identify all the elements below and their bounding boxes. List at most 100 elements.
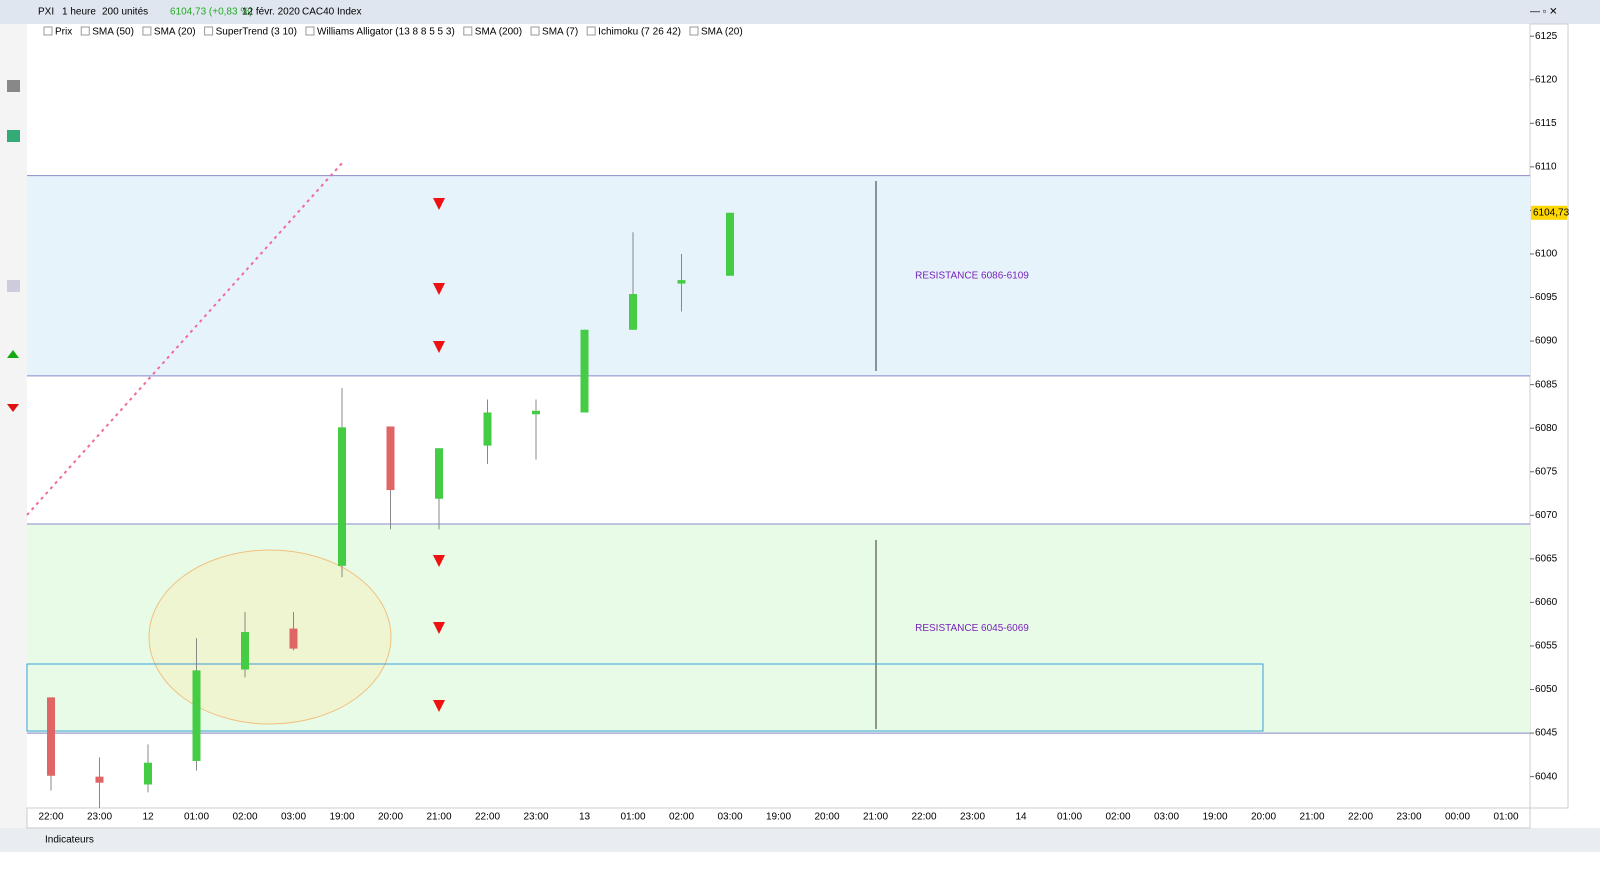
x-tick-label: 20:00 bbox=[1251, 812, 1276, 823]
y-tick-label: 6075 bbox=[1535, 466, 1558, 477]
y-tick-label: 6065 bbox=[1535, 554, 1558, 565]
x-tick-label: 23:00 bbox=[523, 812, 548, 823]
legend-item[interactable]: SMA (200) bbox=[475, 27, 522, 38]
candle-body bbox=[580, 329, 589, 413]
y-tick-label: 6095 bbox=[1535, 292, 1558, 303]
x-tick-label: 01:00 bbox=[620, 812, 645, 823]
sell-arrow bbox=[433, 341, 445, 353]
y-tick-label: 6120 bbox=[1535, 74, 1558, 85]
y-axis-panel bbox=[1529, 23, 1569, 809]
legend-box bbox=[142, 26, 152, 36]
y-tick-label: 6070 bbox=[1535, 510, 1558, 521]
x-tick-label: 22:00 bbox=[911, 812, 936, 823]
candle-body bbox=[483, 412, 492, 446]
date: 12 févr. 2020 bbox=[242, 7, 300, 18]
left-toolbar bbox=[0, 24, 27, 828]
tool[interactable] bbox=[7, 280, 20, 292]
window-controls[interactable]: — ▫ ✕ bbox=[1530, 7, 1557, 18]
legend-box bbox=[463, 26, 473, 36]
x-tick-label: 03:00 bbox=[717, 812, 742, 823]
units[interactable]: 200 unités bbox=[102, 7, 148, 18]
x-tick-label: 19:00 bbox=[1202, 812, 1227, 823]
x-tick-label: 02:00 bbox=[669, 812, 694, 823]
x-tick-label: 00:00 bbox=[1445, 812, 1470, 823]
y-tick-label: 6090 bbox=[1535, 336, 1558, 347]
candle-body bbox=[289, 628, 298, 649]
period[interactable]: 1 heure bbox=[62, 7, 96, 18]
last-price-label: 6104,73 bbox=[1533, 207, 1570, 218]
legend-box bbox=[305, 26, 315, 36]
legend-box bbox=[43, 26, 53, 36]
tool[interactable] bbox=[7, 404, 19, 412]
legend-item[interactable]: SuperTrend (3 10) bbox=[216, 27, 297, 38]
x-tick-label: 23:00 bbox=[1396, 812, 1421, 823]
x-tick-label: 02:00 bbox=[232, 812, 257, 823]
x-tick-label: 13 bbox=[579, 812, 591, 823]
candle-body bbox=[47, 697, 55, 776]
x-tick-label: 01:00 bbox=[184, 812, 209, 823]
candle-body bbox=[677, 280, 686, 284]
x-tick-label: 12 bbox=[142, 812, 154, 823]
candle-body bbox=[144, 762, 152, 785]
legend-box bbox=[204, 26, 214, 36]
last-price-box bbox=[1531, 205, 1567, 220]
legend-box bbox=[586, 26, 596, 36]
legend-item[interactable]: Ichimoku (7 26 42) bbox=[598, 27, 681, 38]
y-tick-label: 6125 bbox=[1535, 31, 1558, 42]
top-bar bbox=[0, 0, 1600, 24]
legend-item[interactable]: SMA (7) bbox=[542, 27, 578, 38]
legend-box bbox=[689, 26, 699, 36]
x-tick-label: 02:00 bbox=[1105, 812, 1130, 823]
sell-arrow bbox=[433, 555, 445, 567]
y-tick-label: 6110 bbox=[1535, 162, 1557, 173]
x-tick-label: 20:00 bbox=[378, 812, 403, 823]
y-tick-label: 6050 bbox=[1535, 684, 1558, 695]
tool[interactable] bbox=[7, 350, 19, 358]
legend-item[interactable]: SMA (20) bbox=[154, 27, 196, 38]
x-tick-label: 20:00 bbox=[814, 812, 839, 823]
candle-body bbox=[241, 632, 249, 670]
legend-item[interactable]: Williams Alligator (13 8 8 5 5 3) bbox=[317, 27, 455, 38]
legend-box bbox=[80, 26, 90, 36]
tool[interactable] bbox=[7, 130, 20, 142]
highlight-ellipse bbox=[148, 549, 392, 725]
x-tick-label: 21:00 bbox=[426, 812, 451, 823]
symbol[interactable]: PXI bbox=[38, 7, 54, 18]
quote: 6104,73 (+0,83 %) bbox=[170, 7, 253, 18]
y-tick-label: 6040 bbox=[1535, 771, 1558, 782]
legend-item[interactable]: Prix bbox=[55, 27, 72, 38]
x-tick-label: 03:00 bbox=[1154, 812, 1179, 823]
x-tick-label: 14 bbox=[1015, 812, 1027, 823]
x-tick-label: 23:00 bbox=[960, 812, 985, 823]
tool[interactable] bbox=[7, 80, 20, 92]
bottom-bar bbox=[0, 828, 1600, 852]
legend-item[interactable]: SMA (20) bbox=[701, 27, 743, 38]
candle-body bbox=[532, 410, 540, 415]
y-tick-label: 6085 bbox=[1535, 379, 1558, 390]
x-tick-label: 22:00 bbox=[1348, 812, 1373, 823]
candle-body bbox=[338, 427, 346, 566]
arrows bbox=[433, 198, 445, 712]
x-tick-label: 19:00 bbox=[329, 812, 354, 823]
indicators-button[interactable]: Indicateurs bbox=[45, 835, 94, 846]
x-tick-label: 01:00 bbox=[1057, 812, 1082, 823]
box bbox=[26, 663, 1264, 732]
legend-box bbox=[530, 26, 540, 36]
x-tick-label: 22:00 bbox=[38, 812, 63, 823]
candle-body bbox=[192, 670, 201, 761]
candle-body bbox=[435, 448, 443, 499]
y-tick-label: 6045 bbox=[1535, 728, 1558, 739]
sell-arrow bbox=[433, 700, 445, 712]
y-tick-label: 6060 bbox=[1535, 597, 1558, 608]
instrument: CAC40 Index bbox=[302, 7, 361, 18]
zone-label: RESISTANCE 6086-6109 bbox=[915, 270, 1029, 281]
legend-item[interactable]: SMA (50) bbox=[92, 27, 134, 38]
x-tick-label: 03:00 bbox=[281, 812, 306, 823]
zone bbox=[27, 175, 1530, 376]
x-tick-label: 23:00 bbox=[87, 812, 112, 823]
candle-body bbox=[95, 776, 104, 783]
x-tick-label: 01:00 bbox=[1493, 812, 1518, 823]
x-tick-label: 21:00 bbox=[1299, 812, 1324, 823]
